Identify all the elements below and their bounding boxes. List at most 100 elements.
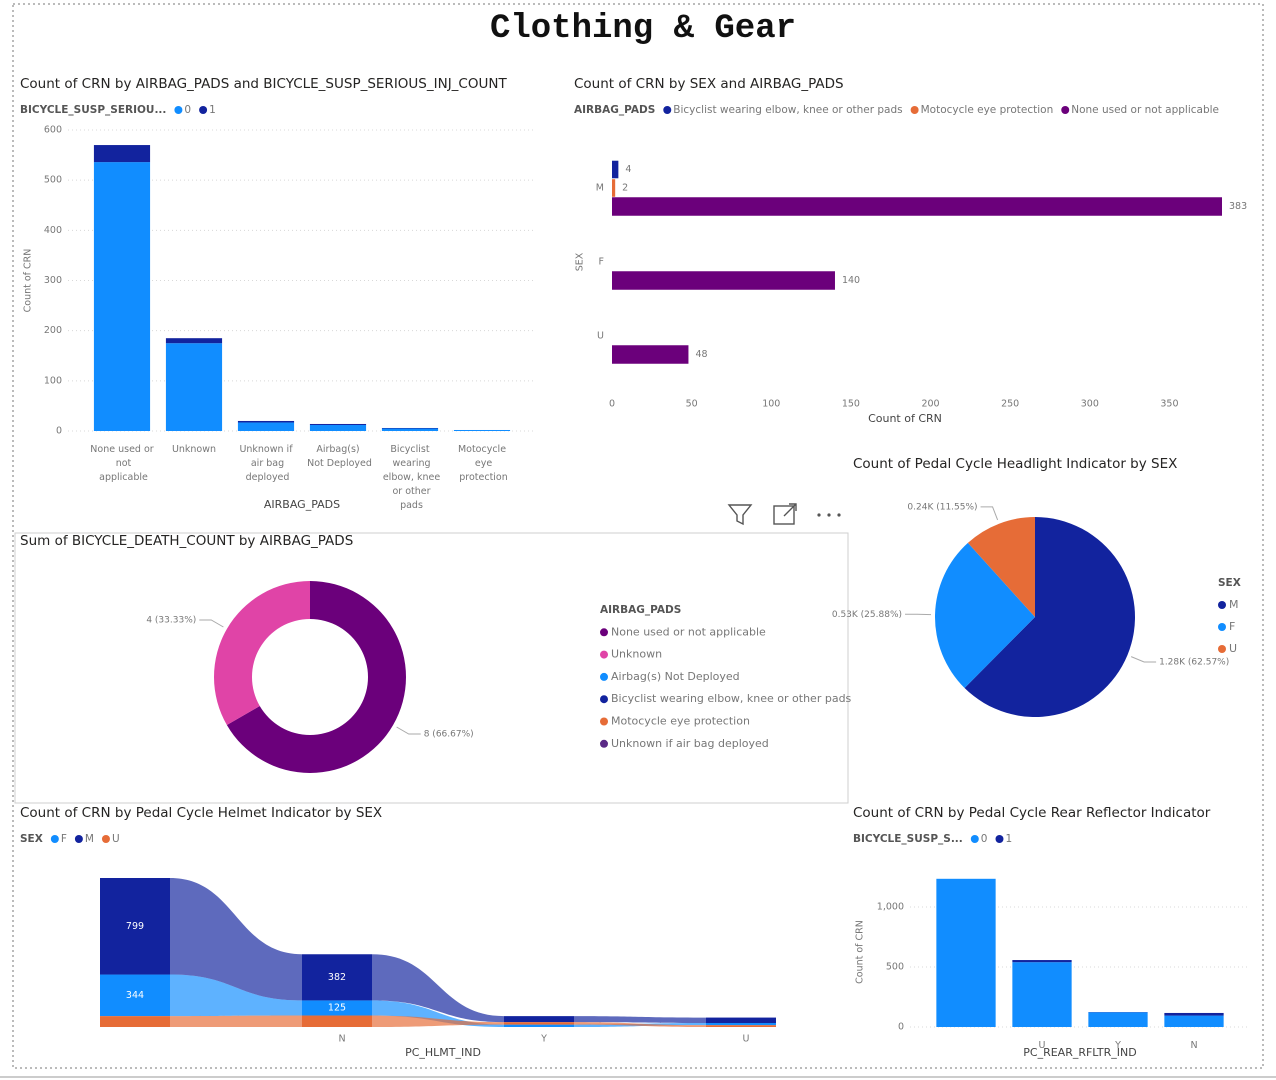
ribbon	[372, 1015, 504, 1027]
ribbon-column	[100, 1016, 170, 1027]
x-tick-label: 300	[1081, 399, 1099, 410]
ribbon-column	[706, 1023, 776, 1026]
bar-segment	[165, 338, 223, 344]
legend-title: BICYCLE_SUSP_S...	[853, 833, 963, 845]
legend-marker	[910, 106, 919, 114]
label-line: U	[1039, 1040, 1046, 1051]
label-line: Y	[1114, 1040, 1121, 1051]
ribbon	[170, 974, 302, 1017]
data-label: 0.53K (25.88%)	[832, 610, 902, 620]
ribbon-column	[302, 954, 372, 1001]
x-tick-label: Airbag(s) Not Deployed	[304, 444, 372, 469]
legend-label: M	[1229, 598, 1239, 611]
legend-marker	[600, 672, 608, 681]
bar-segment	[1164, 1015, 1224, 1027]
label-line: not	[113, 458, 132, 469]
chart-title: Count of CRN by SEX and AIRBAG_PADS	[574, 76, 844, 92]
x-axis-label: PC_HLMT_IND	[405, 1046, 481, 1059]
bar-segment	[1164, 1012, 1224, 1016]
legend-label: 1	[1005, 833, 1012, 845]
x-tick-label: 100	[762, 399, 780, 410]
x-tick-label: Bicyclist wearing elbow, knee or other p…	[380, 444, 441, 511]
x-tick-label: N	[1190, 1040, 1197, 1051]
ribbon-column	[302, 1015, 372, 1027]
legend-label: F	[61, 833, 67, 845]
label-line: applicable	[96, 472, 148, 483]
ribbon-column	[302, 1000, 372, 1016]
dot	[817, 513, 821, 517]
more-options-icon[interactable]	[817, 513, 841, 517]
x-tick-label: 350	[1160, 399, 1178, 410]
legend-title: AIRBAG_PADS	[574, 104, 655, 116]
legend-marker	[600, 717, 608, 726]
ribbon-column	[504, 1022, 574, 1025]
legend-label: M	[85, 833, 94, 845]
label-line: Bicyclist	[390, 444, 429, 455]
x-tick-label: Unknown	[172, 444, 216, 455]
bar-segment	[237, 420, 295, 423]
legend-marker	[174, 106, 183, 114]
leader-line	[980, 506, 999, 521]
bar-segment	[1088, 1012, 1148, 1027]
y-tick-label: 400	[44, 225, 62, 236]
bar-segment	[309, 423, 367, 425]
legend-marker	[1218, 623, 1226, 631]
leader-line	[1130, 656, 1157, 663]
ribbon	[372, 1000, 504, 1027]
dashboard-title: Clothing & Gear	[490, 10, 796, 48]
legend-marker	[600, 739, 608, 748]
focus-mode-icon[interactable]	[773, 505, 795, 525]
y-tick-label: 500	[886, 962, 904, 973]
label-line: Not Deployed	[304, 458, 372, 469]
legend-marker	[1218, 601, 1226, 609]
bar	[612, 197, 1222, 216]
chart-title: Count of CRN by Pedal Cycle Rear Reflect…	[853, 805, 1211, 821]
bar-segment	[1012, 960, 1072, 963]
x-tick-label: U	[1039, 1040, 1046, 1051]
y-tick-label: 1,000	[877, 902, 904, 913]
x-tick-label: 0	[609, 399, 615, 410]
ribbon-column	[100, 878, 170, 975]
chart-title: Count of CRN by AIRBAG_PADS and BICYCLE_…	[20, 76, 507, 92]
y-tick-label: 500	[44, 175, 62, 186]
ribbon	[372, 954, 504, 1023]
label-line: Airbag(s)	[316, 444, 359, 455]
legend-label: Unknown if air bag deployed	[611, 737, 769, 750]
legend-marker	[600, 650, 608, 659]
ribbon	[574, 1022, 706, 1027]
slice	[226, 581, 406, 773]
label-line: pads	[397, 500, 423, 511]
data-label: 4	[625, 164, 631, 175]
y-tick-label: F	[599, 257, 604, 268]
bar-segment	[93, 162, 151, 431]
bar-segment	[93, 145, 151, 163]
page-border	[12, 3, 1264, 1069]
legend-label: Airbag(s) Not Deployed	[611, 670, 740, 683]
legend-label: U	[1229, 642, 1237, 655]
legend-marker	[74, 835, 83, 843]
ribbon-column	[504, 1016, 574, 1023]
chart-title: Count of Pedal Cycle Headlight Indicator…	[853, 456, 1177, 472]
y-axis-label: SEX	[575, 252, 586, 271]
y-tick-label: 0	[898, 1022, 904, 1033]
legend-label: F	[1229, 620, 1235, 633]
filter-icon[interactable]	[727, 504, 753, 526]
label-line: protection	[456, 472, 508, 483]
legend-marker	[199, 106, 208, 114]
legend-label: Motocycle eye protection	[611, 715, 750, 728]
legend-label: 1	[209, 104, 216, 116]
data-label: 1.28K (62.57%)	[1159, 657, 1229, 667]
data-label: 382	[328, 972, 346, 983]
data-label: 140	[842, 275, 860, 286]
legend-label: Bicyclist wearing elbow, knee or other p…	[611, 692, 852, 705]
dot	[827, 513, 831, 517]
data-label: 48	[695, 349, 707, 360]
focus-arrow	[783, 503, 797, 517]
legend-label: None used or not applicable	[1071, 104, 1219, 116]
label-line: eye	[472, 458, 492, 469]
y-tick-label: 600	[44, 125, 62, 136]
legend-marker	[1218, 645, 1226, 653]
x-tick-label: 50	[686, 399, 698, 410]
legend-title: SEX	[20, 833, 43, 845]
